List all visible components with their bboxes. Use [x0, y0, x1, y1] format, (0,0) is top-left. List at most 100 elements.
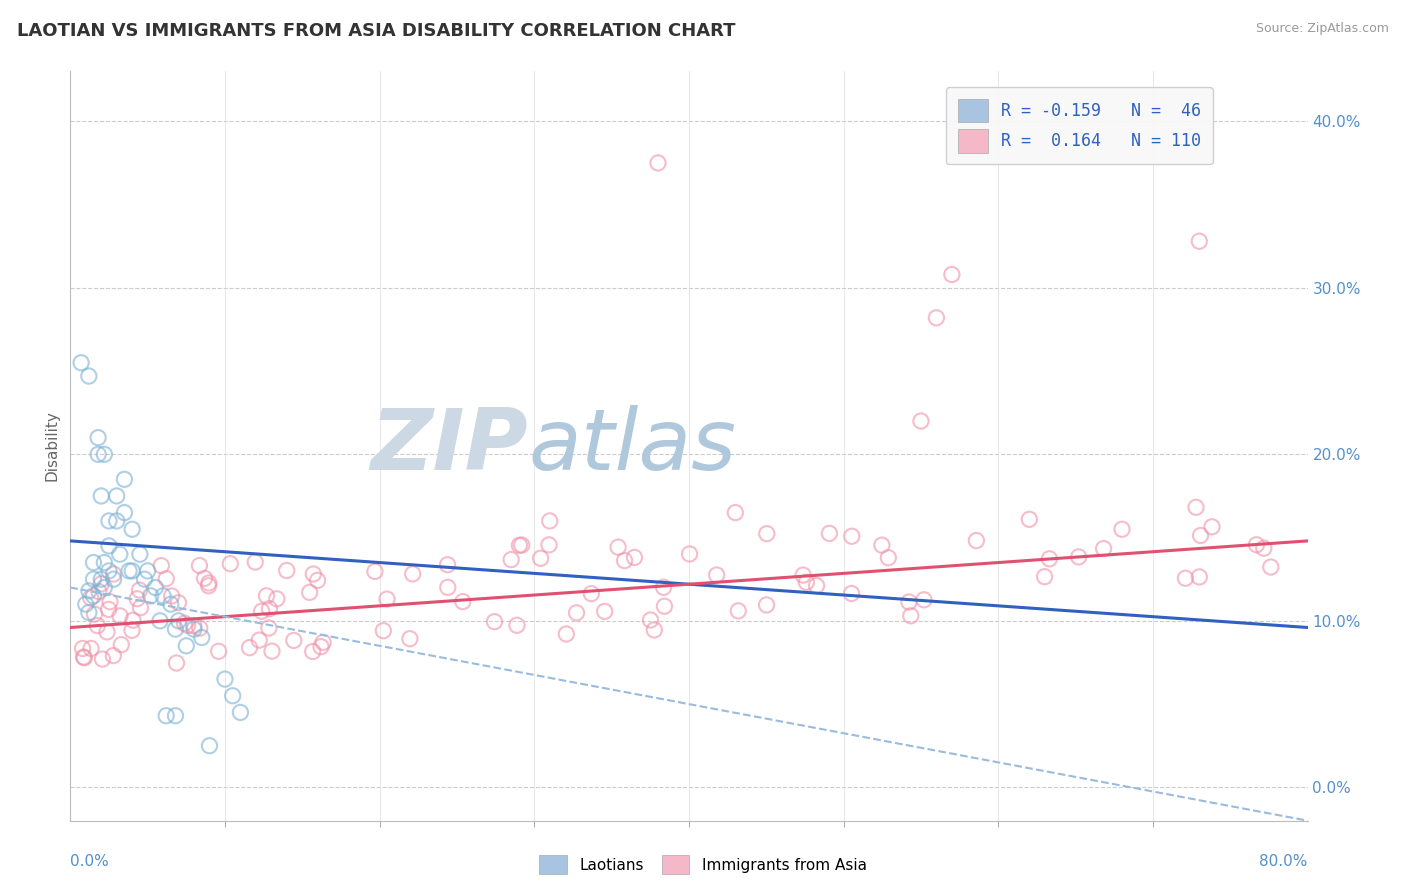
Point — [276, 564, 298, 578]
Point — [910, 414, 932, 428]
Point — [191, 631, 214, 645]
Point — [1185, 500, 1208, 515]
Point — [122, 613, 145, 627]
Point — [150, 558, 173, 573]
Point — [72, 641, 94, 656]
Point — [93, 447, 115, 461]
Point — [90, 572, 112, 586]
Point — [796, 575, 818, 590]
Point — [307, 574, 329, 588]
Point — [93, 556, 115, 570]
Point — [82, 572, 105, 586]
Point — [77, 583, 100, 598]
Point — [98, 564, 120, 578]
Point — [105, 514, 128, 528]
Text: 0.0%: 0.0% — [70, 855, 110, 870]
Point — [647, 156, 669, 170]
Point — [165, 622, 187, 636]
Point — [581, 587, 603, 601]
Point — [174, 639, 197, 653]
Point — [1201, 520, 1223, 534]
Point — [87, 447, 110, 461]
Point — [198, 576, 221, 591]
Point — [1260, 560, 1282, 574]
Point — [678, 547, 700, 561]
Point — [510, 538, 533, 552]
Point — [87, 584, 110, 599]
Point — [87, 431, 110, 445]
Point — [128, 583, 150, 598]
Point — [506, 618, 529, 632]
Point — [259, 601, 281, 615]
Point — [97, 602, 120, 616]
Point — [208, 644, 231, 658]
Point — [149, 614, 172, 628]
Point — [121, 624, 143, 638]
Point — [1253, 541, 1275, 556]
Point — [121, 564, 143, 578]
Point — [706, 568, 728, 582]
Point — [1188, 570, 1211, 584]
Point — [155, 572, 177, 586]
Point — [103, 648, 125, 663]
Point — [152, 589, 174, 603]
Point — [80, 591, 103, 605]
Point — [607, 540, 630, 554]
Point — [110, 638, 132, 652]
Point — [724, 506, 747, 520]
Point — [167, 596, 190, 610]
Point — [194, 571, 217, 585]
Legend: R = -0.159   N =  46, R =  0.164   N = 110: R = -0.159 N = 46, R = 0.164 N = 110 — [946, 87, 1212, 164]
Point — [841, 529, 863, 543]
Point — [501, 552, 523, 566]
Point — [77, 606, 100, 620]
Point — [256, 589, 278, 603]
Point — [643, 623, 665, 637]
Point — [198, 739, 221, 753]
Text: Source: ZipAtlas.com: Source: ZipAtlas.com — [1256, 22, 1389, 36]
Point — [364, 565, 387, 579]
Point — [1092, 541, 1115, 556]
Point — [1246, 538, 1268, 552]
Point — [108, 547, 131, 561]
Point — [260, 644, 283, 658]
Point — [727, 604, 749, 618]
Point — [912, 592, 935, 607]
Point — [77, 369, 100, 384]
Point — [1067, 549, 1090, 564]
Point — [623, 550, 645, 565]
Point — [1018, 512, 1040, 526]
Point — [90, 577, 112, 591]
Point — [129, 600, 152, 615]
Point — [436, 580, 458, 594]
Point — [530, 551, 553, 566]
Point — [96, 624, 118, 639]
Point — [167, 614, 190, 628]
Point — [508, 538, 530, 552]
Point — [93, 581, 115, 595]
Point — [755, 598, 778, 612]
Point — [247, 633, 270, 648]
Point — [250, 604, 273, 618]
Point — [309, 640, 332, 654]
Point — [214, 672, 236, 686]
Point — [90, 489, 112, 503]
Point — [82, 556, 105, 570]
Point — [98, 514, 120, 528]
Point — [83, 607, 105, 621]
Point — [1188, 234, 1211, 248]
Point — [302, 566, 325, 581]
Point — [792, 568, 814, 582]
Legend: Laotians, Immigrants from Asia: Laotians, Immigrants from Asia — [533, 849, 873, 880]
Point — [593, 604, 616, 618]
Point — [108, 608, 131, 623]
Point — [176, 618, 198, 632]
Point — [114, 472, 135, 486]
Point — [219, 557, 242, 571]
Point — [118, 564, 141, 578]
Point — [537, 538, 560, 552]
Point — [98, 595, 121, 609]
Text: ZIP: ZIP — [370, 404, 529, 488]
Point — [925, 310, 948, 325]
Point — [160, 589, 183, 603]
